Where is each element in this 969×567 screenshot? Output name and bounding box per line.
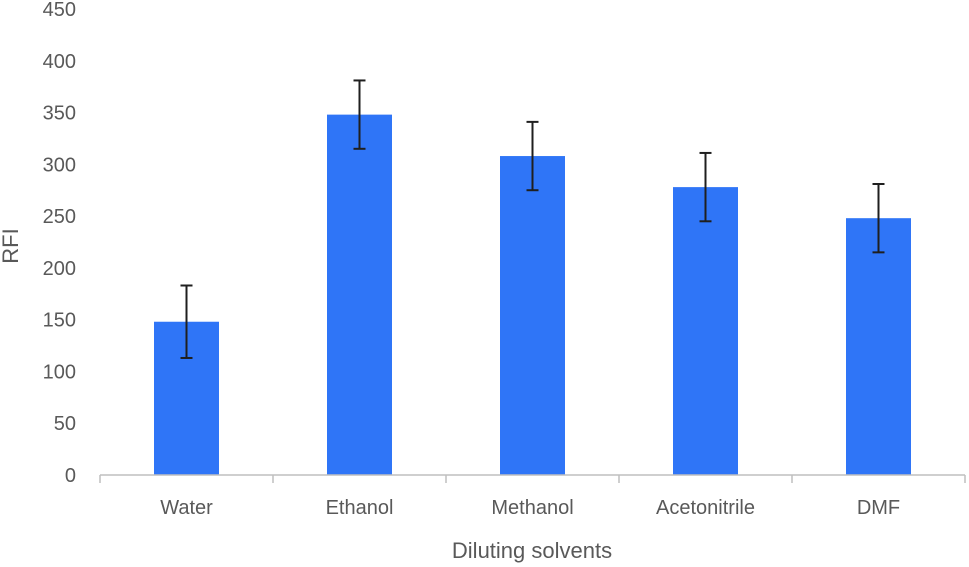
bars	[154, 114, 911, 476]
y-tick-label: 300	[43, 154, 76, 176]
x-axis-labels: Water Ethanol Methanol Acetonitrile DMF	[160, 497, 900, 519]
y-tick-label: 0	[65, 465, 76, 487]
y-tick-label: 200	[43, 258, 76, 280]
y-tick-label: 150	[43, 310, 76, 332]
y-tick-label: 450	[43, 0, 76, 21]
x-axis-title: Diluting solvents	[452, 538, 612, 563]
x-tick-label: Water	[160, 497, 213, 519]
x-axis-tick-marks	[99, 475, 966, 483]
x-tick-label: DMF	[857, 497, 900, 519]
y-axis-ticks: 0 50 100 150 200 250 300 350 400 450	[43, 0, 76, 487]
y-axis-title: RFI	[0, 228, 23, 263]
y-tick-label: 100	[43, 361, 76, 383]
bar	[673, 187, 738, 476]
y-tick-label: 350	[43, 103, 76, 125]
error-bars	[180, 79, 885, 359]
x-tick-label: Acetonitrile	[656, 497, 755, 519]
y-tick-label: 250	[43, 206, 76, 228]
y-tick-label: 400	[43, 51, 76, 73]
x-tick-label: Ethanol	[326, 497, 394, 519]
bar	[846, 218, 911, 475]
y-tick-label: 50	[54, 413, 76, 435]
bar	[500, 156, 565, 475]
x-tick-label: Methanol	[491, 497, 573, 519]
bar	[327, 114, 392, 476]
